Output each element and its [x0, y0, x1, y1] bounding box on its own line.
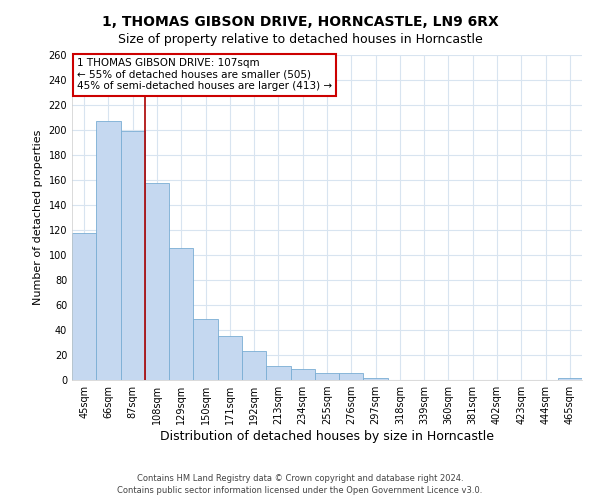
Bar — [315, 372, 339, 380]
Text: 1, THOMAS GIBSON DRIVE, HORNCASTLE, LN9 6RX: 1, THOMAS GIBSON DRIVE, HORNCASTLE, LN9 … — [101, 15, 499, 29]
Text: Contains HM Land Registry data © Crown copyright and database right 2024.
Contai: Contains HM Land Registry data © Crown c… — [118, 474, 482, 495]
Y-axis label: Number of detached properties: Number of detached properties — [33, 130, 43, 305]
Bar — [242, 351, 266, 380]
Bar — [145, 182, 169, 380]
Bar — [96, 121, 121, 380]
Bar — [169, 248, 193, 380]
Bar — [339, 372, 364, 380]
Bar — [121, 131, 145, 380]
Bar — [290, 369, 315, 380]
Bar — [558, 378, 582, 380]
Bar — [193, 319, 218, 380]
Bar — [364, 378, 388, 380]
X-axis label: Distribution of detached houses by size in Horncastle: Distribution of detached houses by size … — [160, 430, 494, 443]
Text: 1 THOMAS GIBSON DRIVE: 107sqm
← 55% of detached houses are smaller (505)
45% of : 1 THOMAS GIBSON DRIVE: 107sqm ← 55% of d… — [77, 58, 332, 92]
Bar — [266, 366, 290, 380]
Bar — [72, 232, 96, 380]
Bar — [218, 336, 242, 380]
Text: Size of property relative to detached houses in Horncastle: Size of property relative to detached ho… — [118, 32, 482, 46]
